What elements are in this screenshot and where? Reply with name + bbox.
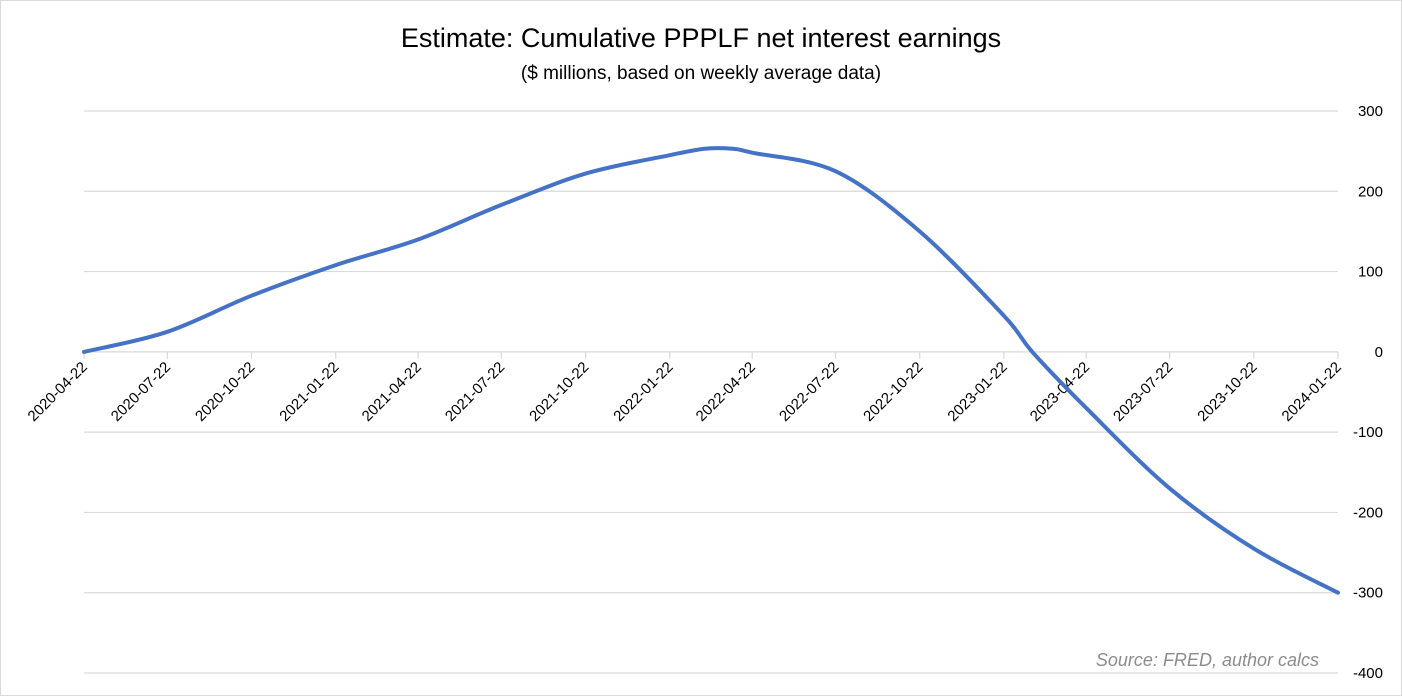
x-tick-label: 2021-10-22 bbox=[526, 359, 592, 425]
y-tick-label: -100 bbox=[1353, 424, 1383, 441]
series-group bbox=[82, 146, 1340, 595]
x-tick-label: 2020-10-22 bbox=[192, 359, 258, 425]
x-tick-label: 2022-04-22 bbox=[693, 359, 759, 425]
y-tick-label: 200 bbox=[1358, 183, 1383, 200]
y-tick-label: 300 bbox=[1358, 103, 1383, 120]
chart-subtitle: ($ millions, based on weekly average dat… bbox=[521, 63, 881, 84]
x-tick-label: 2023-07-22 bbox=[1110, 359, 1176, 425]
x-tick-label: 2022-07-22 bbox=[776, 359, 842, 425]
x-tick-label: 2022-01-22 bbox=[610, 359, 676, 425]
x-tick-label: 2024-01-22 bbox=[1279, 359, 1345, 425]
x-tick-label: 2023-04-22 bbox=[1027, 359, 1093, 425]
x-tick-label: 2023-10-22 bbox=[1194, 359, 1260, 425]
y-axis-ticks: 300 200 100 0 -100 -200 -300 -400 bbox=[1353, 103, 1383, 682]
x-tick-label: 2021-07-22 bbox=[442, 359, 508, 425]
y-tick-label: 100 bbox=[1358, 264, 1383, 281]
x-tick-label: 2020-04-22 bbox=[25, 359, 91, 425]
gridlines bbox=[84, 110, 1338, 674]
x-tick-label: 2021-01-22 bbox=[276, 359, 342, 425]
chart-title: Estimate: Cumulative PPPLF net interest … bbox=[401, 23, 1001, 53]
x-tick-label: 2023-01-22 bbox=[944, 359, 1010, 425]
source-note: Source: FRED, author calcs bbox=[1096, 650, 1319, 670]
y-tick-label: -200 bbox=[1353, 504, 1383, 521]
y-tick-label: -300 bbox=[1353, 585, 1383, 602]
x-tick-label: 2020-07-22 bbox=[108, 359, 174, 425]
y-tick-label: -400 bbox=[1353, 665, 1383, 682]
x-tick-label: 2021-04-22 bbox=[359, 359, 425, 425]
x-axis-ticks: 2020-04-22 2020-07-22 2020-10-22 2021-01-22… bbox=[25, 351, 1345, 425]
y-tick-label: 0 bbox=[1375, 344, 1383, 361]
series-line bbox=[82, 146, 1340, 595]
x-tick-label: 2022-10-22 bbox=[860, 359, 926, 425]
